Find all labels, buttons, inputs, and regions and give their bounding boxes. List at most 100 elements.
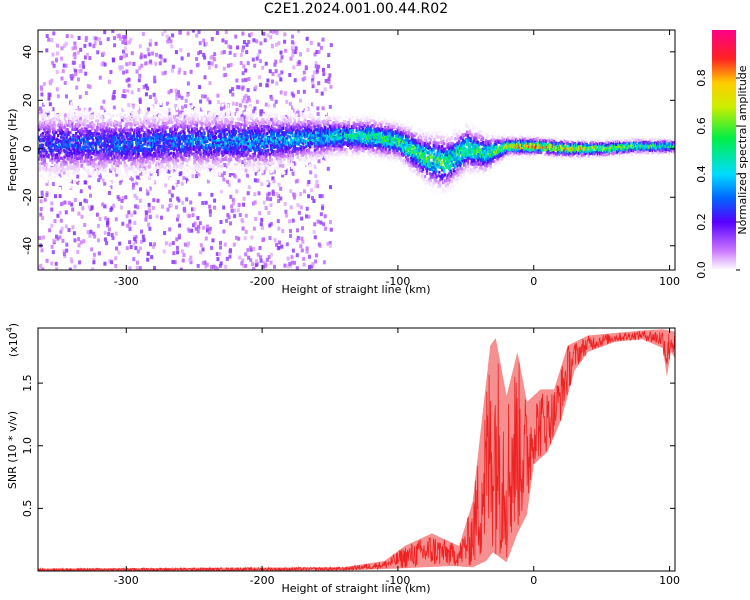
spectrogram-cell	[159, 113, 162, 117]
spectrogram-cell	[97, 132, 101, 136]
spectrogram-cell	[188, 157, 191, 161]
noise-cell	[321, 67, 325, 72]
spectrogram-cell	[118, 156, 121, 160]
noise-cell	[262, 200, 266, 205]
spectrogram-cell	[77, 171, 81, 175]
spectrogram-cell	[207, 150, 210, 154]
noise-cell	[76, 163, 80, 168]
noise-cell	[216, 172, 220, 177]
spectrogram-cell	[271, 169, 275, 173]
spectrogram-cell	[83, 147, 86, 151]
spectrogram-cell	[154, 175, 158, 179]
spectrogram-cell	[127, 128, 130, 132]
spectrogram-cell	[262, 134, 265, 138]
noise-cell	[247, 185, 251, 190]
noise-cell	[194, 226, 198, 231]
noise-cell	[177, 90, 180, 95]
spectrogram-cell	[92, 126, 95, 130]
spectrogram-cell	[108, 113, 111, 117]
spectrogram-cell	[251, 122, 255, 126]
noise-cell	[102, 51, 106, 56]
spectrogram-cell	[101, 163, 104, 167]
noise-cell	[238, 103, 242, 108]
noise-cell	[38, 236, 42, 241]
spectrogram-cell	[90, 110, 93, 114]
noise-cell	[313, 222, 317, 227]
spectrogram-cell	[114, 119, 117, 123]
spectrogram-cell	[115, 165, 118, 169]
noise-cell	[273, 264, 276, 269]
spectrogram-cell	[217, 152, 220, 156]
spectrogram-cell	[82, 145, 85, 149]
spectrogram-cell	[41, 117, 44, 120]
noise-cell	[97, 238, 100, 243]
spectrogram-cell	[102, 169, 105, 172]
noise-cell	[329, 84, 333, 89]
spectrogram-cell	[277, 131, 280, 135]
spectrogram-cell	[160, 138, 163, 142]
spectrogram-cell	[206, 140, 209, 143]
noise-cell	[117, 121, 121, 126]
noise-cell	[289, 56, 293, 61]
spectrogram-cell	[74, 170, 77, 174]
spectrogram-cell	[219, 135, 222, 139]
noise-cell	[65, 34, 69, 39]
noise-cell	[153, 75, 157, 80]
spectrogram-cell	[157, 114, 160, 118]
noise-cell	[114, 264, 118, 268]
spectrogram-cell	[259, 162, 262, 166]
spectrogram-cell	[167, 173, 170, 177]
spectrogram-cell	[96, 169, 99, 173]
noise-cell	[151, 206, 155, 210]
noise-cell	[208, 81, 212, 86]
spectrogram-cell	[59, 105, 63, 109]
noise-cell	[189, 255, 193, 260]
noise-cell	[123, 54, 127, 59]
spectrogram-cell	[51, 154, 54, 158]
noise-cell	[187, 241, 191, 246]
noise-cell	[85, 146, 89, 151]
noise-cell	[247, 40, 251, 44]
noise-cell	[235, 78, 239, 83]
noise-cell	[298, 52, 302, 56]
noise-cell	[105, 220, 109, 225]
noise-cell	[317, 50, 321, 54]
spectrogram-cell	[225, 155, 228, 159]
spectrogram-cell	[77, 141, 80, 145]
spectrogram-cell	[129, 166, 132, 170]
noise-cell	[62, 63, 66, 68]
spectrogram-cell	[47, 155, 50, 159]
noise-cell	[212, 264, 216, 269]
noise-cell	[206, 179, 210, 184]
spectrogram-cell	[155, 140, 159, 144]
noise-cell	[131, 147, 134, 151]
noise-cell	[278, 163, 282, 168]
spectrogram-cell	[212, 166, 215, 169]
noise-cell	[156, 198, 160, 203]
noise-cell	[208, 209, 212, 214]
spectrogram-cell	[281, 160, 284, 163]
spectrogram-cell	[201, 176, 204, 180]
noise-cell	[71, 46, 75, 51]
noise-cell	[109, 185, 113, 190]
spectrogram-cell	[176, 154, 179, 158]
spectrogram-cell	[92, 152, 95, 155]
spectrogram-cell	[110, 167, 113, 171]
noise-cell	[188, 258, 192, 263]
spectrogram-cell	[257, 161, 260, 165]
spectrogram-cell	[75, 168, 78, 172]
noise-cell	[327, 64, 331, 69]
spectrogram-cell	[103, 133, 106, 137]
spectrogram-cell	[191, 109, 194, 113]
noise-cell	[118, 241, 122, 246]
noise-cell	[121, 94, 125, 98]
noise-cell	[128, 61, 132, 66]
noise-cell	[133, 210, 137, 215]
noise-cell	[276, 219, 280, 224]
noise-cell	[284, 48, 288, 53]
spectrogram-cell	[42, 125, 45, 129]
spectrogram-cell	[84, 118, 87, 122]
spectrogram-cell	[107, 119, 110, 123]
noise-cell	[299, 244, 303, 249]
noise-cell	[329, 43, 333, 48]
